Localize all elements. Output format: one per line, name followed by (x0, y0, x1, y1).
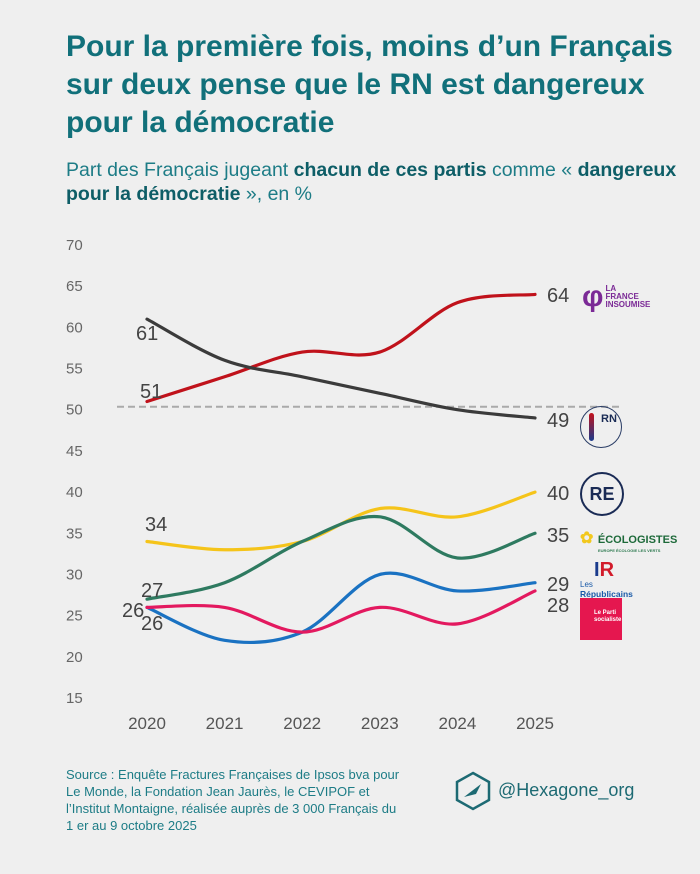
hexagon-icon (455, 771, 491, 811)
ecologistes-logo: ✿ ÉCOLOGISTES EUROPE ÉCOLOGIE LES VERTS (580, 528, 677, 553)
x-tick-label: 2020 (128, 714, 166, 733)
handle: @Hexagone_org (498, 780, 635, 800)
x-tick-label: 2022 (283, 714, 321, 733)
series-line-1 (145, 317, 537, 420)
lfi-logo: φ LA FRANCE INSOUMISE (582, 280, 651, 314)
start-value-label: 61 (136, 323, 158, 345)
lr-logo: IR Les Républicains (580, 559, 633, 599)
x-tick-label: 2023 (361, 714, 399, 733)
x-tick-label: 2025 (516, 714, 554, 733)
end-value-label: 40 (547, 483, 569, 505)
y-tick-label: 45 (66, 443, 83, 460)
page-title: Pour la première fois, moins d’un França… (66, 30, 673, 139)
start-value-label: 26 (141, 613, 163, 635)
y-tick-label: 20 (66, 649, 83, 666)
y-tick-label: 25 (66, 608, 83, 625)
end-value-label: 29 (547, 574, 569, 596)
y-tick-label: 70 (66, 237, 83, 254)
re-logo: RE (580, 472, 624, 516)
y-tick-label: 65 (66, 278, 83, 295)
start-value-label: 34 (145, 514, 167, 536)
start-value-label: 26 (122, 600, 144, 622)
subtitle: Part des Français jugeant chacun de ces … (66, 158, 686, 206)
eco-logo-text: ÉCOLOGISTES (597, 534, 678, 546)
y-tick-label: 15 (66, 690, 83, 707)
sunflower-icon: ✿ (580, 530, 594, 547)
line-chart: 70 65 60 55 50 45 40 35 30 25 20 15 2020 2021 2022 2023… (66, 237, 622, 733)
subtitle-text: comme « (486, 159, 578, 181)
series-line-2 (145, 490, 537, 552)
end-value-label: 28 (547, 595, 569, 617)
x-tick-label: 2021 (206, 714, 244, 733)
flame-icon (589, 413, 594, 441)
y-tick-label: 55 (66, 361, 83, 378)
y-tick-label: 60 (66, 319, 83, 336)
rn-logo-text: RN (601, 413, 617, 425)
y-tick-label: 30 (66, 566, 83, 583)
series-line-5 (145, 589, 537, 634)
series-line-4 (145, 571, 537, 645)
end-value-label: 49 (547, 410, 569, 432)
subtitle-text: Part des Français jugeant (66, 159, 294, 181)
subtitle-bold: chacun de ces partis (293, 159, 487, 181)
y-tick-label: 50 (66, 402, 83, 419)
subtitle-bold: dangereux pour la démocratie (66, 159, 677, 205)
source-note: Source : Enquête Fractures Françaises de… (66, 767, 400, 833)
end-value-label: 35 (547, 525, 569, 547)
series-line-3 (145, 514, 537, 601)
lr-les: Les (580, 580, 593, 589)
y-tick-label: 35 (66, 525, 83, 542)
eco-logo-sub: EUROPE ÉCOLOGIE LES VERTS (598, 548, 661, 553)
end-value-label: 64 (547, 285, 569, 307)
start-value-label: 27 (141, 580, 163, 602)
series-line-0 (145, 292, 537, 404)
lfi-logo-text: LA FRANCE INSOUMISE (605, 284, 651, 309)
phi-icon: φ (582, 280, 604, 313)
start-value-label: 51 (140, 381, 162, 403)
lr-logo-text: Républicains (580, 589, 633, 599)
rn-logo: RN (580, 406, 622, 448)
ps-logo: Le Parti socialiste (580, 598, 622, 640)
x-tick-label: 2024 (438, 714, 476, 733)
subtitle-text: », en % (240, 183, 313, 205)
y-tick-label: 40 (66, 484, 83, 501)
